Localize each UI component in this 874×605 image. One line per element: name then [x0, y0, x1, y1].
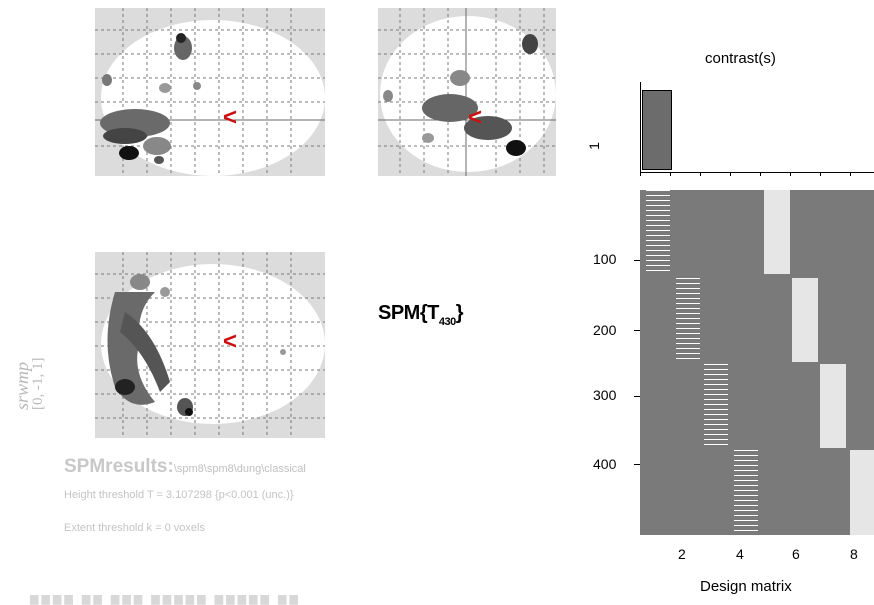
- ytick-label: 200: [593, 322, 617, 338]
- design-column-2: [676, 278, 700, 362]
- design-column-7: [820, 364, 846, 448]
- glass-brain-coronal-image: [378, 8, 556, 176]
- image-label: srwmp [0, -1, 1]: [2, 170, 62, 411]
- ytick: [634, 330, 640, 331]
- design-column-1: [646, 190, 670, 274]
- spm-title-df: 430: [438, 316, 456, 328]
- glass-brain-axial-image: [95, 252, 325, 438]
- design-column-3: [704, 364, 728, 448]
- contrast-axis-ticks: [640, 172, 874, 176]
- contrast-plot-frame: [640, 82, 874, 173]
- contrast-row-label: 1: [585, 142, 602, 150]
- ytick: [634, 396, 640, 397]
- glass-brain-sagittal-image: [95, 8, 325, 176]
- ytick-label: 100: [593, 251, 617, 267]
- results-path: \spm8\spm8\dung\classical: [173, 463, 306, 475]
- contrast-bar: [642, 90, 672, 170]
- design-column-6: [792, 278, 818, 362]
- extent-threshold: Extent threshold k = 0 voxels: [64, 522, 205, 534]
- design-matrix: [640, 190, 874, 535]
- ytick: [634, 260, 640, 261]
- xtick-label: 2: [678, 546, 686, 562]
- spm-title-close: }: [455, 302, 464, 324]
- spm-statistic-title: SPM{T430}: [378, 302, 464, 328]
- ytick-label: 400: [593, 456, 617, 472]
- design-column-4: [734, 450, 758, 535]
- design-matrix-xlabel: Design matrix: [700, 578, 792, 595]
- glass-brain-sagittal: <: [95, 8, 325, 176]
- height-threshold: Height threshold T = 3.107298 {p<0.001 (…: [64, 489, 294, 501]
- results-heading-label: SPMresults:: [64, 456, 174, 477]
- footer-text: ▆▆▆▆ ▆▆ ▆▆▆ ▆▆▆▆▆ ▆▆▆▆▆ ▆▆: [30, 593, 301, 605]
- glass-brain-coronal: <: [378, 8, 556, 176]
- origin-marker: <: [468, 104, 483, 131]
- results-heading: SPMresults:\spm8\spm8\dung\classical: [64, 456, 306, 478]
- ytick-label: 300: [593, 387, 617, 403]
- contrast-vector-label: [0, -1, 1]: [30, 357, 46, 411]
- ytick: [634, 464, 640, 465]
- design-column-8: [850, 450, 874, 535]
- origin-marker: <: [223, 328, 238, 355]
- xtick-label: 4: [736, 546, 744, 562]
- spm-title-main: SPM{T: [378, 302, 439, 324]
- origin-marker: <: [223, 104, 238, 131]
- glass-brain-axial: <: [95, 252, 325, 438]
- xtick-label: 6: [792, 546, 800, 562]
- xtick-label: 8: [850, 546, 858, 562]
- design-column-5: [764, 190, 790, 274]
- contrast-title: contrast(s): [705, 50, 776, 67]
